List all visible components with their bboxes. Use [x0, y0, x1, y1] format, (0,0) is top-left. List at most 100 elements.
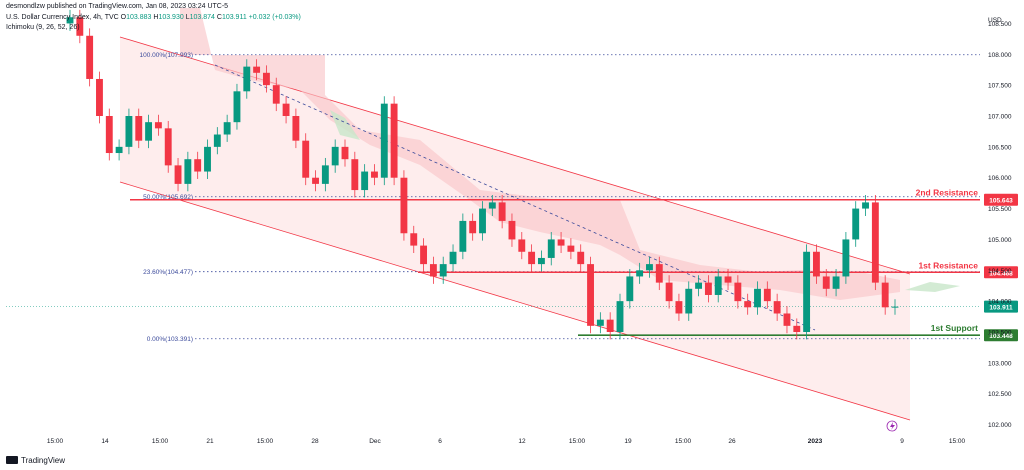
- ichimoku-cloud-bullish: [330, 110, 360, 140]
- candle-body: [587, 264, 594, 326]
- candle-body: [744, 301, 752, 308]
- time-tick-label: 26: [728, 438, 736, 445]
- level-label: 1st Resistance: [918, 260, 978, 270]
- candle-body: [685, 288, 693, 314]
- candle-body: [145, 122, 153, 141]
- candle-body: [763, 288, 771, 302]
- candle-body: [488, 202, 496, 209]
- price-tick-label: 102.000: [988, 422, 1012, 429]
- candle-body: [822, 276, 830, 289]
- channel-lower-line[interactable]: [119, 181, 911, 421]
- time-tick-label: 15:00: [569, 438, 586, 445]
- candle-body: [135, 116, 143, 141]
- change-value: +0.032 (+0.03%): [248, 14, 301, 21]
- level-label: 1st Support: [931, 323, 978, 333]
- candle-body: [380, 103, 388, 178]
- candle-body: [783, 313, 791, 326]
- time-tick-label: Dec: [369, 438, 381, 445]
- symbol-title[interactable]: U.S. Dollar Currency Index, 4h, TVC: [6, 14, 119, 21]
- candle-body: [371, 171, 378, 178]
- high-label: H: [153, 14, 159, 21]
- candle-body: [194, 159, 202, 172]
- candle-body: [704, 282, 712, 295]
- brand-label: TradingView: [21, 456, 66, 465]
- ohlc-legend: U.S. Dollar Currency Index, 4h, TVC O 103…: [6, 14, 301, 21]
- candle-body: [223, 122, 231, 135]
- candle-body: [351, 159, 359, 191]
- candle-body: [115, 146, 123, 154]
- candle-body: [852, 208, 860, 240]
- candle-body: [459, 220, 467, 252]
- candle-body: [793, 325, 801, 332]
- candle-body: [341, 146, 349, 160]
- low-value: 103.874: [189, 14, 215, 21]
- time-tick-label: 21: [206, 438, 214, 445]
- price-tick-label: 104.500: [988, 268, 1012, 275]
- fib-level-label: 0.00%(103.391): [147, 336, 193, 343]
- candle-body: [832, 276, 840, 289]
- last-price-tag: [984, 300, 1018, 313]
- candle-body: [891, 306, 899, 308]
- fib-level-label: 50.00%(105.692): [143, 194, 193, 201]
- candle-body: [390, 103, 398, 178]
- candle-body: [312, 177, 319, 184]
- indicator-legend[interactable]: Ichimoku (9, 26, 52, 26): [6, 24, 80, 31]
- candle-body: [429, 264, 437, 277]
- level-price-tag: [984, 266, 1018, 279]
- price-tick-label: 106.000: [988, 175, 1012, 182]
- candle-body: [557, 239, 565, 246]
- high-value: 103.930: [158, 14, 184, 21]
- tradingview-logo-icon: [6, 456, 18, 464]
- candle-body: [469, 220, 477, 234]
- time-tick-label: 15:00: [949, 438, 966, 445]
- ichimoku-cloud-bullish-future: [905, 282, 960, 292]
- price-tick-label: 108.000: [988, 52, 1012, 59]
- candle-body: [233, 91, 241, 123]
- level-price-value: 103.448: [989, 333, 1013, 340]
- level-price-tag: [984, 193, 1018, 206]
- candle-body: [714, 276, 722, 295]
- time-tick-label: 15:00: [257, 438, 274, 445]
- price-axis-unit: USD: [988, 17, 1002, 24]
- candle-body: [302, 140, 310, 178]
- price-tick-label: 108.500: [988, 21, 1012, 28]
- candle-body: [508, 220, 516, 240]
- time-tick-label: 14: [101, 438, 109, 445]
- candle-body: [724, 276, 732, 283]
- candle-body: [420, 245, 428, 265]
- open-label: O: [120, 14, 127, 21]
- candle-body: [665, 282, 673, 302]
- time-tick-label: 2023: [808, 438, 823, 445]
- price-tick-label: 102.500: [988, 391, 1012, 398]
- price-tick-label: 107.500: [988, 83, 1012, 90]
- time-tick-label: 6: [438, 438, 442, 445]
- time-tick-label: 15:00: [152, 438, 169, 445]
- candle-body: [184, 159, 192, 184]
- candle-body: [518, 239, 526, 252]
- price-tick-label: 105.500: [988, 206, 1012, 213]
- candle-body: [154, 122, 162, 129]
- time-tick-label: 9: [900, 438, 904, 445]
- candle-body: [105, 116, 113, 154]
- candle-body: [695, 282, 703, 289]
- time-tick-label: 15:00: [47, 438, 64, 445]
- candle-body: [213, 134, 221, 147]
- candle-body: [812, 251, 820, 277]
- footer-brand[interactable]: TradingView: [6, 456, 65, 465]
- candle-body: [272, 85, 280, 104]
- candle-body: [439, 264, 447, 277]
- candle-body: [881, 282, 889, 308]
- candle-body: [204, 146, 211, 172]
- level-price-tag: [984, 329, 1018, 342]
- candle-body: [282, 103, 290, 116]
- candle-body: [773, 301, 781, 314]
- candle-body: [400, 177, 408, 234]
- candle-body: [734, 282, 742, 302]
- fib-level-label: 23.60%(104.477): [143, 269, 193, 276]
- close-label: C: [216, 14, 222, 21]
- lightning-icon: [890, 422, 895, 430]
- candle-body: [646, 264, 653, 271]
- candle-body: [842, 239, 850, 277]
- candle-body: [174, 165, 182, 184]
